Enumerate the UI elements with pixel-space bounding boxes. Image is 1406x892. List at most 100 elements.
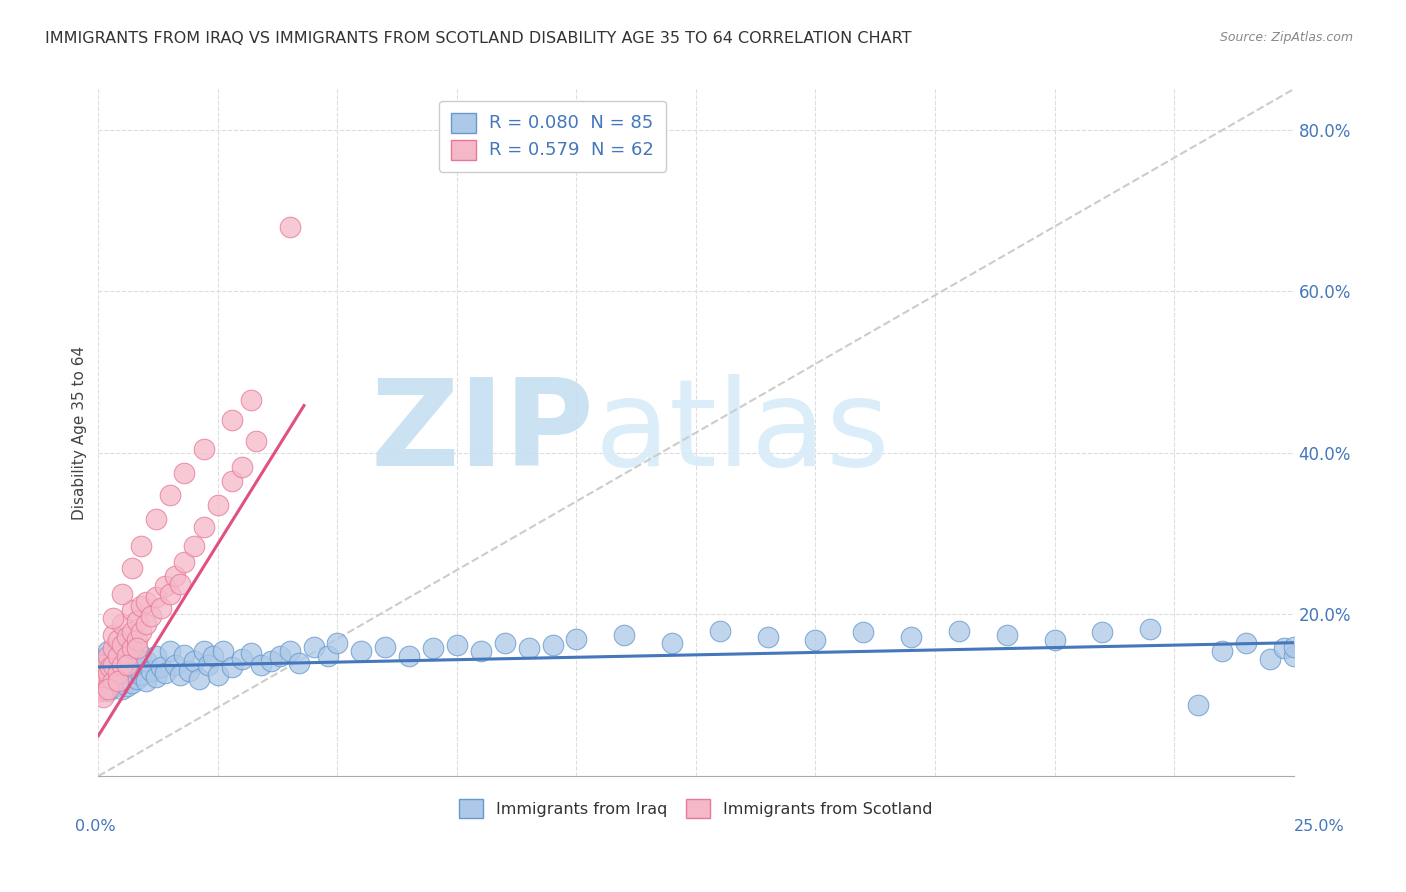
Point xyxy=(183,539,205,553)
Point xyxy=(183,654,205,668)
Point xyxy=(135,595,157,609)
Point xyxy=(97,681,120,696)
Point xyxy=(121,603,143,617)
Point xyxy=(1091,625,1114,640)
Point xyxy=(111,587,134,601)
Point xyxy=(173,555,195,569)
Point xyxy=(221,413,243,427)
Point xyxy=(852,625,875,640)
Point xyxy=(111,638,134,652)
Point xyxy=(111,681,134,696)
Point xyxy=(155,579,177,593)
Point xyxy=(135,654,157,668)
Point xyxy=(97,679,120,693)
Point xyxy=(159,644,181,658)
Point xyxy=(101,627,124,641)
Point xyxy=(173,466,195,480)
Point xyxy=(89,684,111,698)
Point xyxy=(107,673,129,688)
Text: IMMIGRANTS FROM IRAQ VS IMMIGRANTS FROM SCOTLAND DISABILITY AGE 35 TO 64 CORRELA: IMMIGRANTS FROM IRAQ VS IMMIGRANTS FROM … xyxy=(45,31,911,46)
Point xyxy=(135,673,157,688)
Point xyxy=(756,630,779,644)
Point xyxy=(613,627,636,641)
Point xyxy=(163,568,186,582)
Point xyxy=(121,641,143,656)
Point xyxy=(173,648,195,662)
Point xyxy=(98,660,122,674)
Point xyxy=(1211,644,1233,658)
Point xyxy=(240,393,263,408)
Point xyxy=(135,617,157,632)
Point xyxy=(169,576,191,591)
Point xyxy=(269,649,291,664)
Point xyxy=(422,641,444,656)
Point xyxy=(111,665,134,680)
Point xyxy=(179,664,201,678)
Point xyxy=(131,625,153,640)
Point xyxy=(494,636,516,650)
Point xyxy=(900,630,922,644)
Point xyxy=(155,665,177,680)
Point xyxy=(245,434,267,448)
Point xyxy=(131,668,153,682)
Point xyxy=(316,649,339,664)
Point xyxy=(97,668,120,682)
Point xyxy=(91,670,114,684)
Point xyxy=(97,665,120,680)
Y-axis label: Disability Age 35 to 64: Disability Age 35 to 64 xyxy=(72,345,87,520)
Point xyxy=(207,499,229,513)
Point xyxy=(97,644,120,658)
Point xyxy=(193,644,215,658)
Point xyxy=(145,649,167,664)
Point xyxy=(101,648,124,662)
Point xyxy=(398,649,420,664)
Point xyxy=(101,657,124,672)
Point xyxy=(288,656,311,670)
Point xyxy=(90,664,112,678)
Point xyxy=(995,627,1018,641)
Point xyxy=(1258,652,1281,666)
Point xyxy=(326,636,349,650)
Point xyxy=(97,649,120,664)
Point xyxy=(149,601,172,615)
Point xyxy=(101,641,124,656)
Point xyxy=(90,676,112,690)
Point xyxy=(250,657,273,672)
Point xyxy=(259,654,281,668)
Point xyxy=(107,633,129,648)
Point xyxy=(159,587,181,601)
Point xyxy=(661,636,683,650)
Point xyxy=(115,679,138,693)
Point xyxy=(91,676,114,690)
Point xyxy=(159,488,181,502)
Point xyxy=(149,660,172,674)
Point xyxy=(101,680,124,694)
Point xyxy=(101,611,124,625)
Point xyxy=(94,672,117,686)
Point xyxy=(91,652,114,666)
Legend: Immigrants from Iraq, Immigrants from Scotland: Immigrants from Iraq, Immigrants from Sc… xyxy=(451,791,941,826)
Point xyxy=(107,649,129,664)
Point xyxy=(207,668,229,682)
Point xyxy=(1272,641,1295,656)
Point xyxy=(125,641,148,656)
Point xyxy=(470,644,492,658)
Point xyxy=(240,646,263,660)
Point xyxy=(131,599,153,614)
Point xyxy=(125,652,148,666)
Point xyxy=(231,460,253,475)
Point xyxy=(139,664,162,678)
Point xyxy=(107,660,129,674)
Point xyxy=(1282,649,1305,664)
Point xyxy=(94,673,117,688)
Point xyxy=(278,644,301,658)
Point xyxy=(1139,622,1161,636)
Point xyxy=(1187,698,1209,712)
Point xyxy=(541,638,564,652)
Point xyxy=(202,649,225,664)
Text: 0.0%: 0.0% xyxy=(76,820,115,834)
Point xyxy=(111,617,134,632)
Point xyxy=(101,673,124,688)
Point xyxy=(145,670,167,684)
Point xyxy=(97,656,120,670)
